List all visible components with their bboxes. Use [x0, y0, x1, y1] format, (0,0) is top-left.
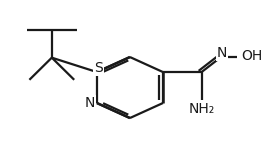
Text: OH: OH — [241, 49, 262, 63]
Text: S: S — [94, 61, 103, 75]
Text: N: N — [85, 96, 95, 110]
Text: N: N — [217, 46, 227, 60]
Text: NH₂: NH₂ — [188, 102, 215, 116]
